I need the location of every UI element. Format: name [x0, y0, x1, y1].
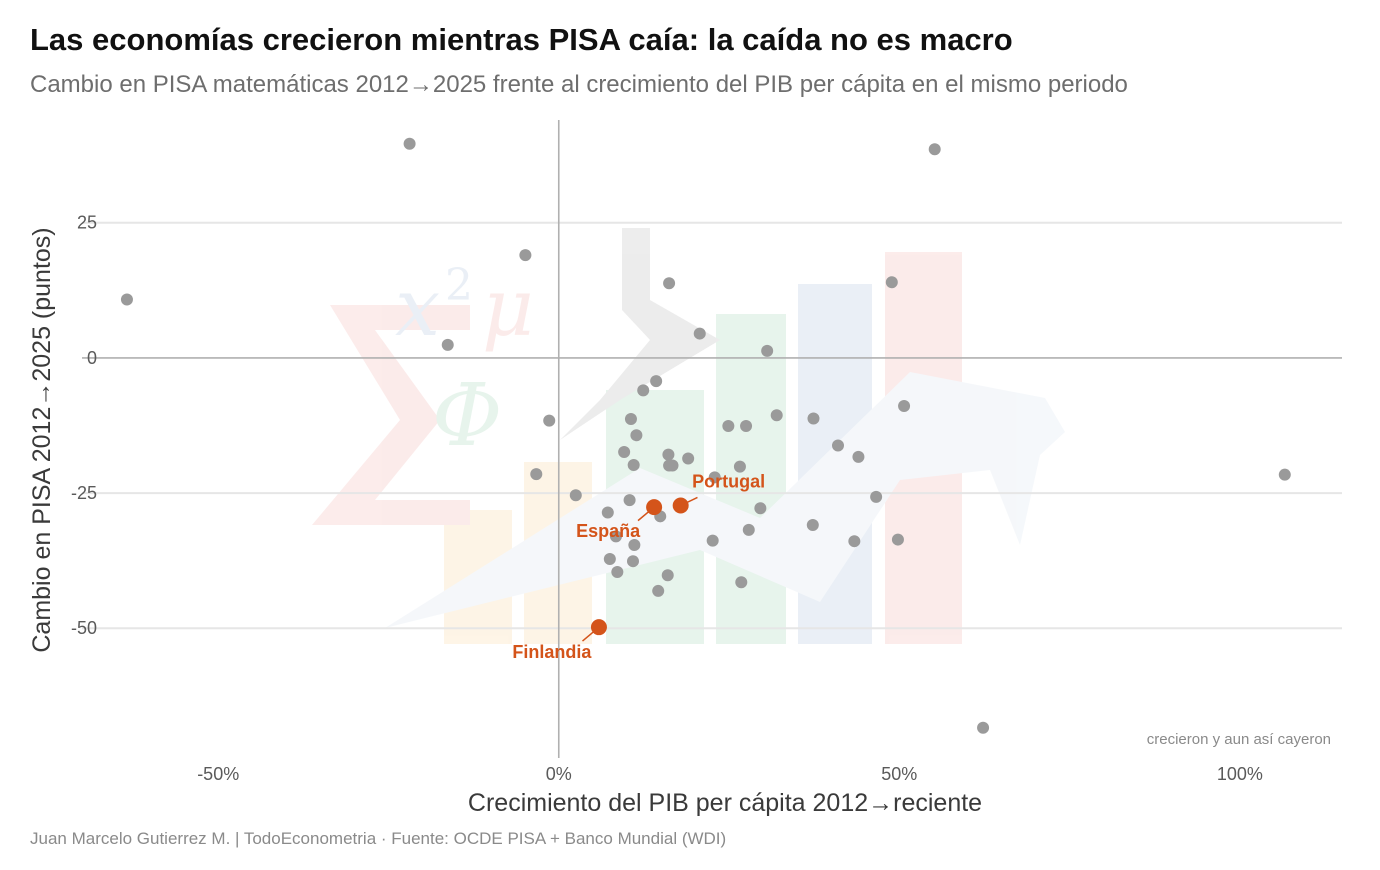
data-point — [898, 400, 911, 413]
data-point — [740, 420, 753, 433]
data-point — [403, 137, 416, 150]
x-tick-label: 100% — [1217, 764, 1263, 784]
data-points — [120, 137, 1291, 734]
data-point — [770, 409, 783, 422]
data-point — [807, 412, 820, 425]
data-point — [637, 384, 650, 397]
data-point — [693, 327, 706, 340]
data-point — [885, 276, 898, 289]
data-point — [628, 538, 641, 551]
data-point — [627, 458, 640, 471]
data-point — [852, 450, 865, 463]
x-tick-label: 0% — [546, 764, 572, 784]
data-point — [682, 452, 695, 465]
data-point — [623, 494, 636, 507]
data-point — [735, 576, 748, 589]
svg-text:2: 2 — [445, 260, 473, 311]
chart-subtitle: Cambio en PISA matemáticas 2012→2025 fre… — [30, 71, 1128, 98]
data-point — [806, 518, 819, 531]
data-point — [120, 293, 133, 306]
data-point — [661, 569, 674, 582]
data-point — [733, 460, 746, 473]
highlight-label: Portugal — [692, 472, 765, 492]
y-tick-label: -25 — [71, 483, 97, 503]
data-point — [601, 506, 614, 519]
corner-annotation: crecieron y aun así cayeron — [1147, 731, 1331, 748]
data-point — [663, 277, 676, 290]
data-point — [650, 375, 663, 388]
reference-lines — [82, 120, 1342, 758]
svg-text:Φ: Φ — [432, 366, 503, 466]
data-point — [624, 412, 637, 425]
data-point — [742, 523, 755, 536]
data-point — [652, 584, 665, 597]
x-tick-label: -50% — [197, 764, 239, 784]
data-point — [519, 249, 532, 262]
data-point — [754, 502, 767, 515]
svg-text:μ: μ — [482, 261, 534, 354]
data-point — [848, 535, 861, 548]
x-tick-label: 50% — [881, 764, 917, 784]
y-tick-label: 0 — [87, 348, 97, 368]
chart-title: Las economías crecieron mientras PISA ca… — [30, 22, 1013, 57]
data-point — [530, 468, 543, 481]
watermark-logo: x 2 μ Φ — [312, 228, 1065, 644]
data-point — [708, 471, 721, 484]
y-tick-label: -50 — [71, 618, 97, 638]
data-point — [611, 566, 624, 579]
data-point — [832, 439, 844, 452]
y-axis-title: Cambio en PISA 2012→2025 (puntos) — [28, 227, 56, 652]
highlight-point — [646, 499, 663, 516]
svg-text:x: x — [395, 261, 440, 354]
highlight-label: España — [576, 521, 641, 541]
data-point — [722, 420, 735, 433]
data-point — [569, 489, 582, 502]
data-point — [609, 530, 622, 543]
data-point — [928, 143, 941, 156]
data-point — [662, 448, 675, 461]
highlight-point — [672, 497, 689, 514]
data-point — [543, 414, 556, 427]
data-point — [977, 721, 990, 734]
data-point — [630, 429, 643, 442]
data-point — [706, 534, 719, 547]
data-point — [1278, 468, 1291, 481]
data-point — [603, 553, 616, 566]
data-point — [666, 459, 679, 472]
data-point — [626, 555, 639, 568]
y-tick-label: 25 — [77, 213, 97, 233]
data-point — [761, 344, 774, 357]
x-axis-title: Crecimiento del PIB per cápita 2012→reci… — [468, 789, 982, 817]
source-caption: Juan Marcelo Gutierrez M. | TodoEconomet… — [30, 829, 727, 848]
x-axis-ticks: -50% 0% 50% 100% — [197, 764, 1263, 784]
y-axis-ticks: 25 0 -25 -50 — [71, 213, 97, 639]
grid-lines — [82, 221, 1342, 630]
highlight-label: Finlandia — [512, 642, 592, 662]
data-point — [441, 338, 454, 351]
data-point — [618, 445, 631, 458]
highlight-point — [590, 619, 607, 636]
data-point — [870, 490, 883, 503]
highlighted-points: Portugal España Finlandia — [512, 472, 765, 663]
data-point — [891, 533, 904, 546]
